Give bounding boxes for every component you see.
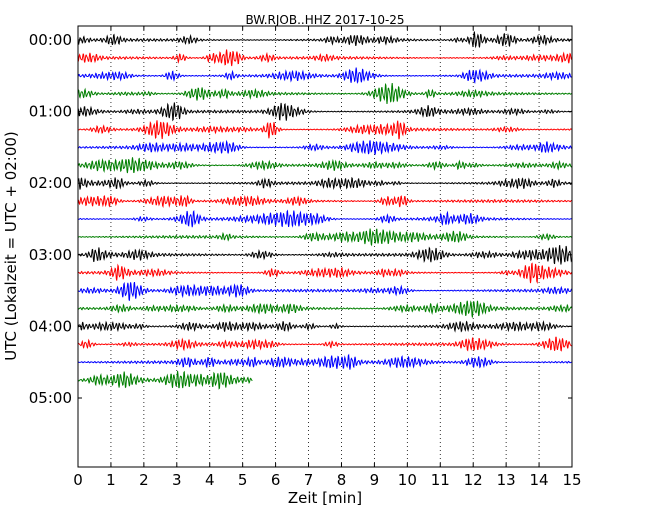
trace-layer	[77, 31, 573, 390]
seismic-trace	[77, 49, 573, 67]
seismic-trace	[77, 120, 572, 140]
x-tick-label: 5	[238, 471, 248, 489]
x-tick-label: 12	[464, 471, 483, 489]
seismic-trace	[77, 370, 253, 390]
seismic-trace	[77, 139, 573, 156]
seismic-trace	[77, 245, 573, 265]
chart-title: BW.RJOB..HHZ 2017-10-25	[245, 13, 404, 27]
x-tick-label: 6	[271, 471, 281, 489]
x-tick-label: 1	[106, 471, 116, 489]
y-tick-label: 03:00	[29, 246, 72, 264]
y-tick-label: 01:00	[29, 103, 72, 121]
seismic-trace	[77, 336, 572, 352]
x-tick-label: 8	[337, 471, 347, 489]
vertical-grid	[110, 26, 540, 467]
seismic-trace	[77, 82, 572, 104]
seismic-trace	[77, 67, 572, 84]
seismic-trace	[77, 209, 572, 228]
seismic-trace	[78, 228, 572, 247]
y-tick-label: 05:00	[29, 389, 72, 407]
y-axis-label: UTC (Lokalzeit = UTC + 02:00)	[2, 131, 20, 361]
x-tick-label: 9	[370, 471, 380, 489]
axis-ticks: 0 1 2 3 4 5 6 7 8 9 10 11 12 13 14 1500:0001:0002:0003:…	[29, 26, 582, 489]
x-tick-label: 3	[172, 471, 182, 489]
y-tick-label: 02:00	[29, 174, 72, 192]
plot-frame	[77, 25, 573, 468]
x-axis-label: Zeit [min]	[288, 489, 362, 507]
x-tick-label: 7	[304, 471, 314, 489]
seismic-trace	[77, 320, 572, 333]
seismic-trace	[77, 281, 573, 301]
x-tick-label: 14	[530, 471, 549, 489]
x-tick-label: 2	[139, 471, 149, 489]
seismic-trace	[77, 176, 573, 191]
seismic-trace	[77, 157, 573, 174]
seismic-trace	[77, 353, 572, 370]
seismic-trace	[77, 262, 573, 285]
seismic-trace	[77, 31, 572, 49]
y-tick-label: 04:00	[29, 317, 72, 335]
y-tick-label: 00:00	[29, 31, 72, 49]
x-tick-label: 11	[431, 471, 450, 489]
x-tick-label: 13	[497, 471, 516, 489]
x-tick-label: 0	[73, 471, 83, 489]
seismic-trace	[77, 194, 572, 208]
x-tick-label: 10	[398, 471, 417, 489]
seismic-trace	[77, 300, 573, 318]
seismic-trace	[77, 102, 572, 122]
x-tick-label: 15	[562, 471, 581, 489]
x-tick-label: 4	[205, 471, 215, 489]
